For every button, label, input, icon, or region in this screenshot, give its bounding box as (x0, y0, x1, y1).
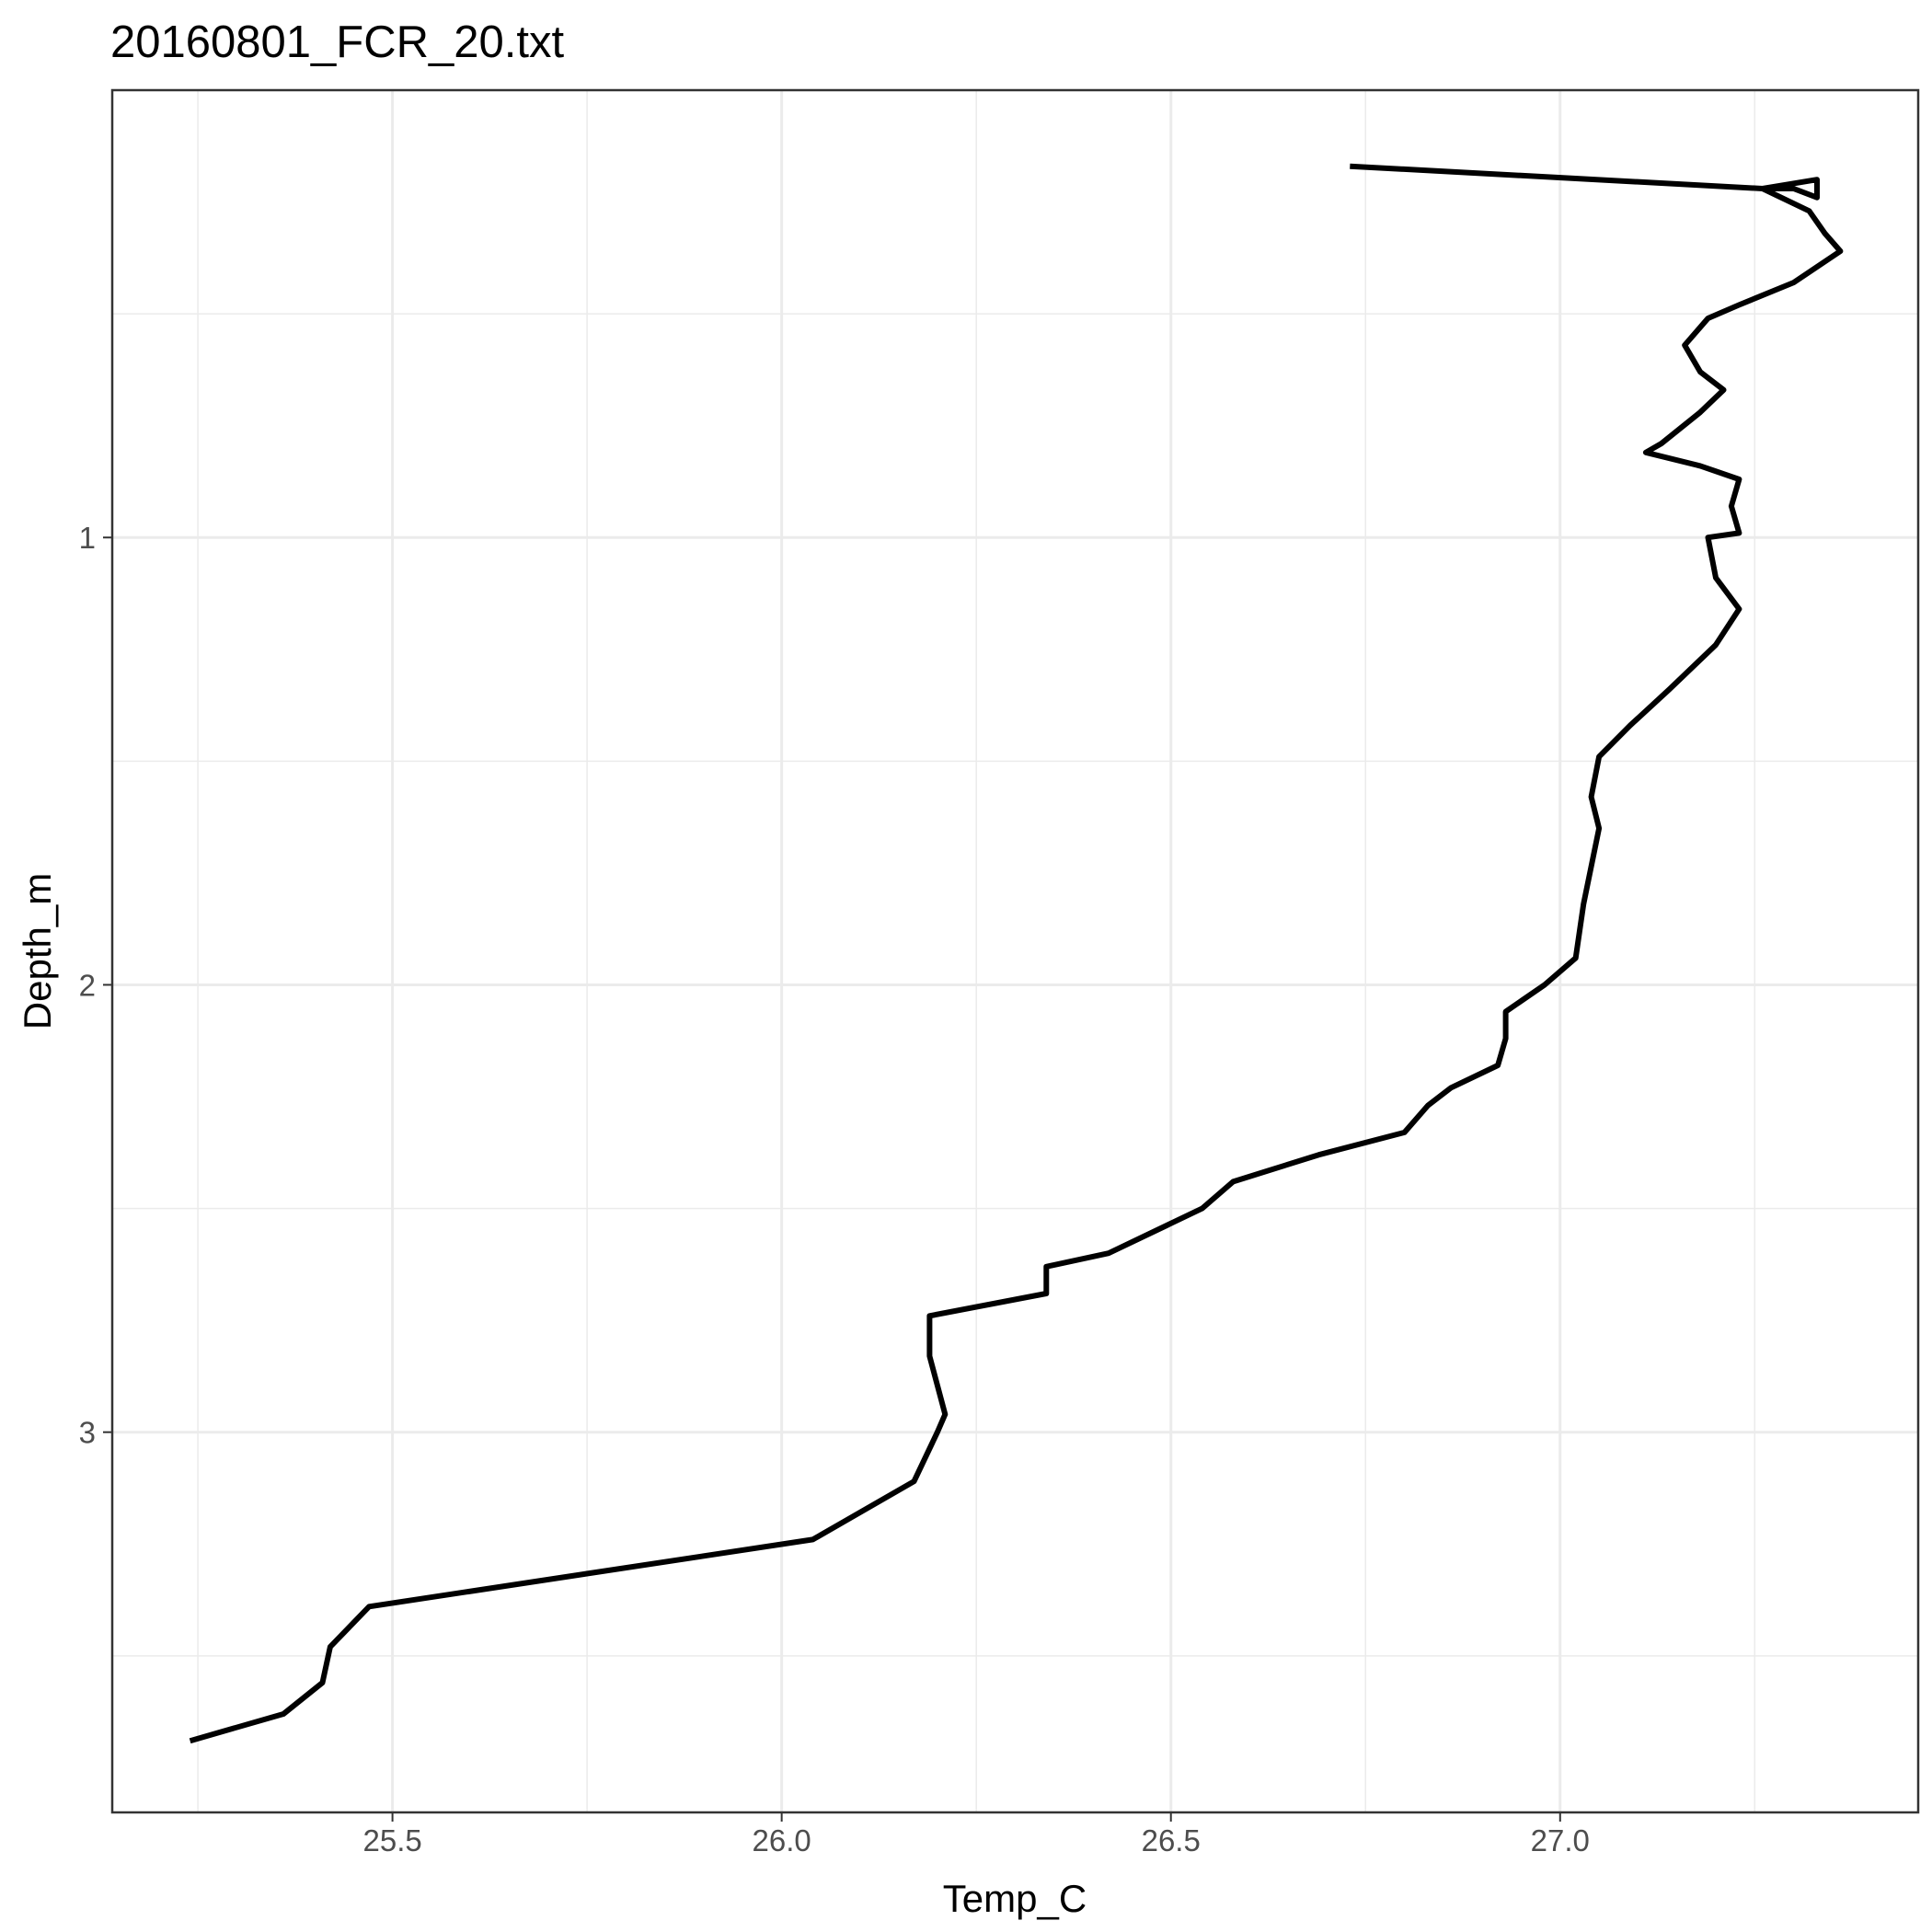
axis-ticks: 25.5 26.0 26.5 27.0 1 2 3 (79, 521, 1590, 1857)
plot-panel (112, 90, 1918, 1812)
data-series (189, 163, 1844, 1744)
chart-title: 20160801_FCR_20.txt (110, 17, 564, 67)
x-axis-title: Temp_C (943, 1877, 1087, 1920)
y-tick-label: 1 (79, 521, 96, 555)
grid-lines (112, 90, 1918, 1812)
y-axis-title: Depth_m (16, 873, 59, 1029)
series-line (189, 163, 1844, 1744)
y-tick-label: 3 (79, 1416, 96, 1450)
x-tick-label: 27.0 (1531, 1823, 1590, 1857)
y-tick-label: 2 (79, 968, 96, 1002)
x-tick-label: 26.5 (1142, 1823, 1201, 1857)
plot-panel-border (110, 88, 1920, 1814)
x-tick-label: 26.0 (753, 1823, 811, 1857)
x-tick-label: 25.5 (362, 1823, 421, 1857)
